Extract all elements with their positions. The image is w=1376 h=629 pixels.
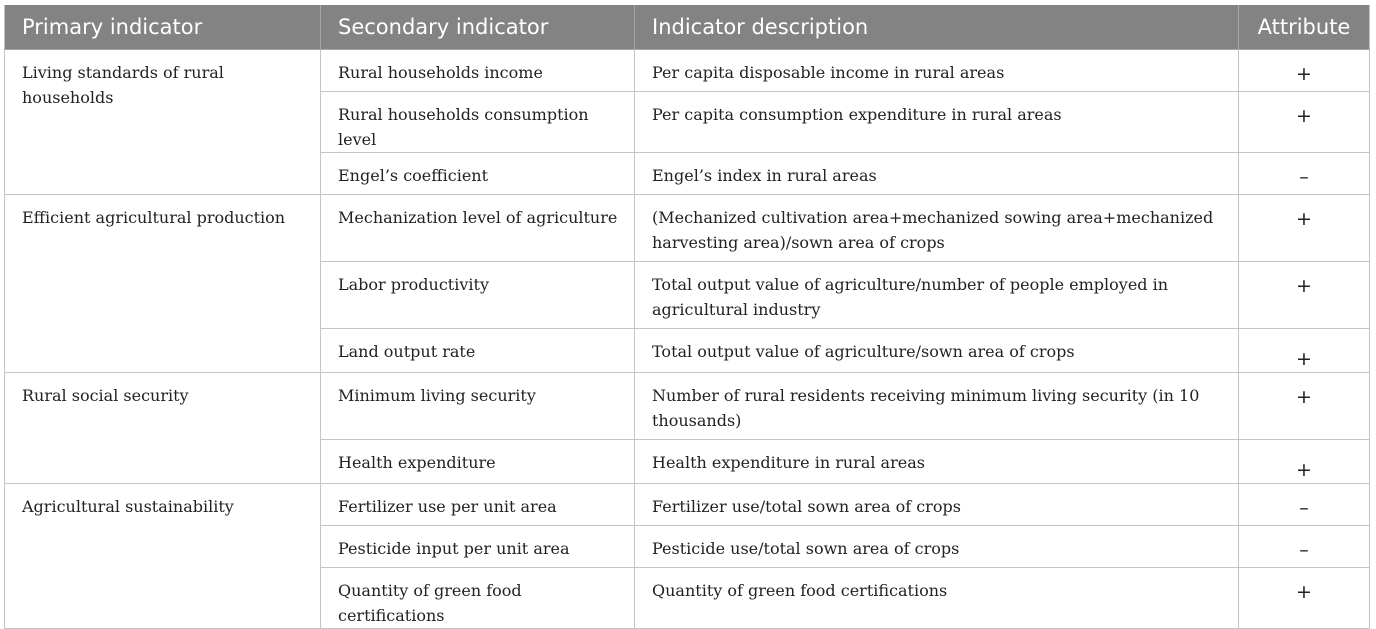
indicator-description-cell: Quantity of green food certifications xyxy=(634,566,1239,629)
indicator-table: Primary indicator Secondary indicator In… xyxy=(4,5,1370,629)
header-attribute: Attribute xyxy=(1238,5,1370,50)
secondary-indicator-cell: Engel’s coefficient xyxy=(320,151,635,195)
indicator-description-cell: Engel’s index in rural areas xyxy=(634,151,1239,195)
primary-indicator-cell: Living standards of rural households xyxy=(4,48,321,195)
attribute-cell: – xyxy=(1238,524,1370,568)
attribute-cell: – xyxy=(1238,151,1370,195)
indicator-description-cell: (Mechanized cultivation area+mechanized … xyxy=(634,193,1239,262)
table-row: Land output rate Total output value of a… xyxy=(5,327,1370,373)
attribute-cell: + xyxy=(1238,260,1370,329)
attribute-cell: + xyxy=(1238,566,1370,629)
table-row: Pesticide input per unit area Pesticide … xyxy=(5,524,1370,568)
primary-indicator-cell: Rural social security xyxy=(4,371,321,484)
secondary-indicator-cell: Mechanization level of agriculture xyxy=(320,193,635,262)
table-body: Living standards of rural households Rur… xyxy=(4,48,1370,629)
secondary-indicator-cell: Rural households income xyxy=(320,48,635,92)
header-primary-indicator: Primary indicator xyxy=(4,5,321,50)
secondary-indicator-cell: Labor productivity xyxy=(320,260,635,329)
indicator-description-cell: Fertilizer use/total sown area of crops xyxy=(634,482,1239,526)
attribute-cell: + xyxy=(1238,48,1370,92)
secondary-indicator-cell: Pesticide input per unit area xyxy=(320,524,635,568)
attribute-cell: + xyxy=(1238,90,1370,153)
attribute-cell: – xyxy=(1238,482,1370,526)
attribute-cell: + xyxy=(1238,371,1370,440)
header-secondary-indicator: Secondary indicator xyxy=(320,5,635,50)
indicator-description-cell: Number of rural residents receiving mini… xyxy=(634,371,1239,440)
table-row: Engel’s coefficient Engel’s index in rur… xyxy=(5,151,1370,195)
secondary-indicator-cell: Land output rate xyxy=(320,327,635,373)
indicator-description-cell: Per capita disposable income in rural ar… xyxy=(634,48,1239,92)
secondary-indicator-cell: Health expenditure xyxy=(320,438,635,484)
table-row: Rural households consumption level Per c… xyxy=(5,90,1370,153)
table-row: Efficient agricultural production Mechan… xyxy=(4,193,1370,373)
indicator-table-container: Primary indicator Secondary indicator In… xyxy=(4,5,1370,629)
secondary-indicator-cell: Fertilizer use per unit area xyxy=(320,482,635,526)
attribute-cell: + xyxy=(1238,327,1370,373)
header-row: Primary indicator Secondary indicator In… xyxy=(4,5,1370,50)
secondary-indicator-cell: Quantity of green food certifications xyxy=(320,566,635,629)
table-row: Health expenditure Health expenditure in… xyxy=(5,438,1370,484)
secondary-indicator-cell: Rural households consumption level xyxy=(320,90,635,153)
table-header: Primary indicator Secondary indicator In… xyxy=(4,5,1370,50)
secondary-indicator-cell: Minimum living security xyxy=(320,371,635,440)
table-row: Agricultural sustainability Fertilizer u… xyxy=(4,482,1370,629)
indicator-description-cell: Per capita consumption expenditure in ru… xyxy=(634,90,1239,153)
attribute-cell: + xyxy=(1238,193,1370,262)
table-row: Living standards of rural households Rur… xyxy=(4,48,1370,195)
table-row: Labor productivity Total output value of… xyxy=(5,260,1370,329)
table-row: Rural social security Minimum living sec… xyxy=(4,371,1370,484)
attribute-cell: + xyxy=(1238,438,1370,484)
primary-indicator-cell: Agricultural sustainability xyxy=(4,482,321,629)
primary-indicator-cell: Efficient agricultural production xyxy=(4,193,321,373)
indicator-description-cell: Pesticide use/total sown area of crops xyxy=(634,524,1239,568)
indicator-description-cell: Total output value of agriculture/sown a… xyxy=(634,327,1239,373)
indicator-description-cell: Total output value of agriculture/number… xyxy=(634,260,1239,329)
indicator-description-cell: Health expenditure in rural areas xyxy=(634,438,1239,484)
header-indicator-description: Indicator description xyxy=(634,5,1239,50)
